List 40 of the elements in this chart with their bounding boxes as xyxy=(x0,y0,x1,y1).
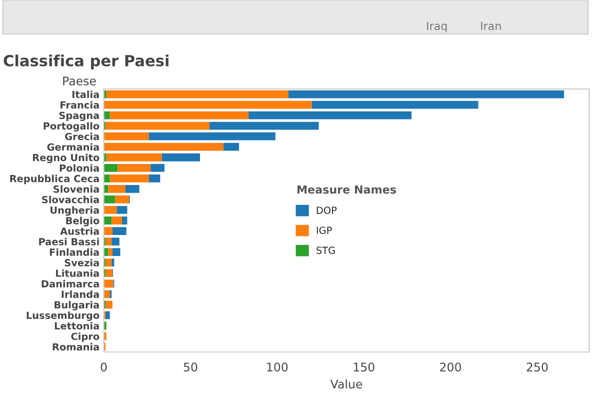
y-tick-label: Svezia xyxy=(64,258,99,266)
y-tick-label: Irlanda xyxy=(62,290,99,298)
y-tick-label: Lettonia xyxy=(54,322,99,330)
y-tick-label: Repubblica Ceca xyxy=(10,174,99,184)
chart-title: Classifica per Paesi xyxy=(4,54,168,70)
y-axis-title: Paese xyxy=(63,76,96,86)
y-tick-label: Lituania xyxy=(56,269,99,277)
y-tick-label: Grecia xyxy=(65,132,99,140)
y-tick-label: Finlandia xyxy=(50,248,99,256)
x-tick-label: 250 xyxy=(526,362,548,372)
y-tick-label: Bulgaria xyxy=(54,300,99,310)
x-tick-label: 150 xyxy=(354,362,374,372)
y-tick-label: Lussemburgo xyxy=(26,311,100,321)
y-tick-label: Francia xyxy=(60,101,99,109)
x-tick-label: 50 xyxy=(184,362,198,372)
y-tick-label: Cipro xyxy=(71,332,100,342)
y-tick-label: Paesi Bassi xyxy=(39,238,99,246)
y-tick-label: Belgio xyxy=(66,216,100,226)
legend-label: IGP xyxy=(316,226,332,234)
legend-title: Measure Names xyxy=(298,185,396,194)
x-tick-label: 0 xyxy=(100,362,107,372)
y-tick-label: Austria xyxy=(60,227,99,235)
y-tick-label: Polonia xyxy=(60,164,99,172)
y-tick-label: Italia xyxy=(72,90,99,98)
x-tick-label: 100 xyxy=(267,362,288,372)
y-tick-label: Regno Unito xyxy=(33,154,100,164)
y-tick-label: Slovenia xyxy=(54,185,99,193)
y-tick-label: Slovacchia xyxy=(42,196,99,204)
y-tick-label: Portogallo xyxy=(44,122,100,132)
y-tick-label: Ungheria xyxy=(50,206,99,216)
y-tick-label: Spagna xyxy=(59,112,99,122)
x-axis-title: Value xyxy=(330,379,362,389)
y-tick-label: Romania xyxy=(52,343,99,351)
x-tick-label: 200 xyxy=(440,362,461,372)
y-tick-label: Danimarca xyxy=(42,280,99,288)
text: Iran xyxy=(481,22,501,30)
y-tick-label: Germania xyxy=(47,143,99,151)
legend-label: DOP xyxy=(316,206,337,214)
text: Iraq xyxy=(427,22,447,32)
legend-label: STG xyxy=(316,246,335,254)
